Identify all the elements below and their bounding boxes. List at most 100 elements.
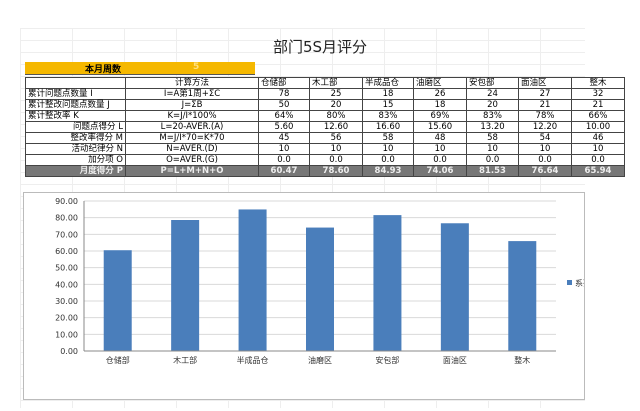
- table-cell[interactable]: 25: [309, 88, 363, 100]
- table-cell[interactable]: 83%: [466, 110, 519, 122]
- chart-svg: 0.00 10.00 20.00 30.00 40.00 50.00 60.00 70.00 8…: [55, 197, 584, 365]
- table-cell[interactable]: 0.0: [413, 154, 467, 166]
- column-header: 整木: [571, 77, 625, 89]
- column-header: 半成品仓: [362, 77, 414, 89]
- table-cell[interactable]: 45: [258, 132, 310, 144]
- table-cell[interactable]: 18: [413, 99, 467, 111]
- bar[interactable]: [508, 241, 537, 351]
- table-cell[interactable]: 10: [309, 143, 363, 155]
- table-cell[interactable]: 24: [466, 88, 519, 100]
- table-cell[interactable]: 84.93: [362, 165, 414, 177]
- table-cell[interactable]: 81.53: [466, 165, 519, 177]
- table-cell[interactable]: 10: [413, 143, 467, 155]
- table-cell[interactable]: 58: [362, 132, 414, 144]
- table-cell[interactable]: 0.0: [258, 154, 310, 166]
- column-header: 油磨区: [413, 77, 467, 89]
- table-cell[interactable]: 18: [362, 88, 414, 100]
- table-cell[interactable]: 0.0: [571, 154, 625, 166]
- table-cell[interactable]: 78: [258, 88, 310, 100]
- table-row: 活动纪律分 N N=AVER.(D) 10 10 10 10 10 10 10: [25, 143, 625, 155]
- table-cell[interactable]: 12.60: [309, 121, 363, 133]
- y-tick-label: 90.00: [55, 197, 78, 206]
- bar[interactable]: [306, 227, 334, 351]
- table-cell[interactable]: 50: [258, 99, 310, 111]
- table-cell[interactable]: 0.0: [518, 154, 572, 166]
- table-row: 累计整改率 K K=J/I*100% 64% 80% 83% 69% 83% 78% 66%: [25, 110, 625, 122]
- table-row: 累计整改问题点数量 J J=ΣB 50 20 15 18 20 21 21: [25, 99, 625, 111]
- y-tick-label: 80.00: [55, 214, 78, 223]
- row-label: 累计整改问题点数量 J: [25, 99, 126, 111]
- table-cell[interactable]: 15: [362, 99, 414, 111]
- x-tick-label: 油磨区: [308, 355, 332, 365]
- column-header: 安包部: [466, 77, 519, 89]
- legend-label: 系列1: [575, 278, 584, 288]
- table-cell[interactable]: 10.00: [571, 121, 625, 133]
- table-cell[interactable]: 65.94: [571, 165, 625, 177]
- table-cell[interactable]: 76.64: [518, 165, 572, 177]
- y-tick-label: 40.00: [55, 280, 78, 289]
- table-cell[interactable]: 15.60: [413, 121, 467, 133]
- y-tick-label: 0.00: [60, 347, 78, 356]
- bar[interactable]: [171, 220, 200, 351]
- bar-chart[interactable]: 0.00 10.00 20.00 30.00 40.00 50.00 60.00 70.00 8…: [23, 192, 585, 400]
- table-cell[interactable]: 26: [413, 88, 467, 100]
- y-tick-label: 20.00: [55, 314, 78, 323]
- row-method: N=AVER.(D): [125, 143, 259, 155]
- table-row: 加分项 O O=AVER.(G) 0.0 0.0 0.0 0.0 0.0 0.0 0.0: [25, 154, 625, 166]
- row-method: K=J/I*100%: [125, 110, 259, 122]
- table-cell[interactable]: 21: [571, 99, 625, 111]
- table-cell[interactable]: 48: [413, 132, 467, 144]
- table-cell[interactable]: 10: [362, 143, 414, 155]
- column-header: 木工部: [309, 77, 363, 89]
- row-label: 月度得分 P: [25, 165, 126, 177]
- column-header: 面油区: [518, 77, 572, 89]
- table-cell[interactable]: 66%: [571, 110, 625, 122]
- x-tick-label: 安包部: [375, 355, 399, 365]
- row-label: 加分项 O: [25, 154, 126, 166]
- row-method: P=L+M+N+O: [125, 165, 259, 177]
- table-cell[interactable]: 16.60: [362, 121, 414, 133]
- table-cell[interactable]: 58: [466, 132, 519, 144]
- table-cell[interactable]: 74.06: [413, 165, 467, 177]
- table-cell[interactable]: 5.60: [258, 121, 310, 133]
- row-label: 活动纪律分 N: [25, 143, 126, 155]
- table-cell[interactable]: 10: [571, 143, 625, 155]
- weeks-value[interactable]: 5: [193, 62, 200, 72]
- x-tick-label: 整木: [514, 355, 530, 365]
- bar[interactable]: [440, 223, 469, 351]
- table-cell[interactable]: 64%: [258, 110, 310, 122]
- table-cell[interactable]: 20: [309, 99, 363, 111]
- table-cell[interactable]: 0.0: [309, 154, 363, 166]
- row-method: O=AVER.(G): [125, 154, 259, 166]
- bar[interactable]: [103, 250, 132, 351]
- row-label: 整改率得分 M: [25, 132, 126, 144]
- row-method: J=ΣB: [125, 99, 259, 111]
- table-cell[interactable]: 54: [518, 132, 572, 144]
- column-header: 计算方法: [125, 77, 259, 89]
- table-cell[interactable]: 83%: [362, 110, 414, 122]
- table-cell[interactable]: 56: [309, 132, 363, 144]
- page-title: 部门5S月评分: [272, 38, 368, 56]
- table-cell[interactable]: 13.20: [466, 121, 519, 133]
- table-cell[interactable]: 69%: [413, 110, 467, 122]
- table-cell[interactable]: 20: [466, 99, 519, 111]
- table-cell[interactable]: 10: [518, 143, 572, 155]
- table-cell[interactable]: 80%: [309, 110, 363, 122]
- table-row: 整改率得分 M M=J/I*70=K*70 45 56 58 48 58 54 46: [25, 132, 625, 144]
- table-cell[interactable]: 27: [518, 88, 572, 100]
- table-cell[interactable]: 46: [571, 132, 625, 144]
- bar[interactable]: [373, 215, 402, 351]
- row-method: I=A第1周+ΣC: [125, 88, 259, 100]
- bar[interactable]: [238, 209, 267, 351]
- table-cell[interactable]: 10: [466, 143, 519, 155]
- table-cell[interactable]: 60.47: [258, 165, 310, 177]
- table-cell[interactable]: 78.60: [309, 165, 363, 177]
- table-cell[interactable]: 32: [571, 88, 625, 100]
- table-cell[interactable]: 21: [518, 99, 572, 111]
- table-cell[interactable]: 0.0: [362, 154, 414, 166]
- table-cell[interactable]: 10: [258, 143, 310, 155]
- table-cell[interactable]: 0.0: [466, 154, 519, 166]
- table-cell[interactable]: 78%: [518, 110, 572, 122]
- table-cell[interactable]: 12.20: [518, 121, 572, 133]
- row-method: M=J/I*70=K*70: [125, 132, 259, 144]
